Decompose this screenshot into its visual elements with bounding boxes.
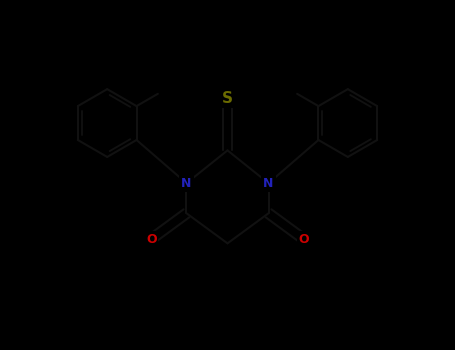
Text: O: O: [298, 233, 309, 246]
Text: N: N: [181, 177, 192, 190]
Text: S: S: [222, 91, 233, 106]
Text: O: O: [146, 233, 157, 246]
Text: N: N: [263, 177, 274, 190]
